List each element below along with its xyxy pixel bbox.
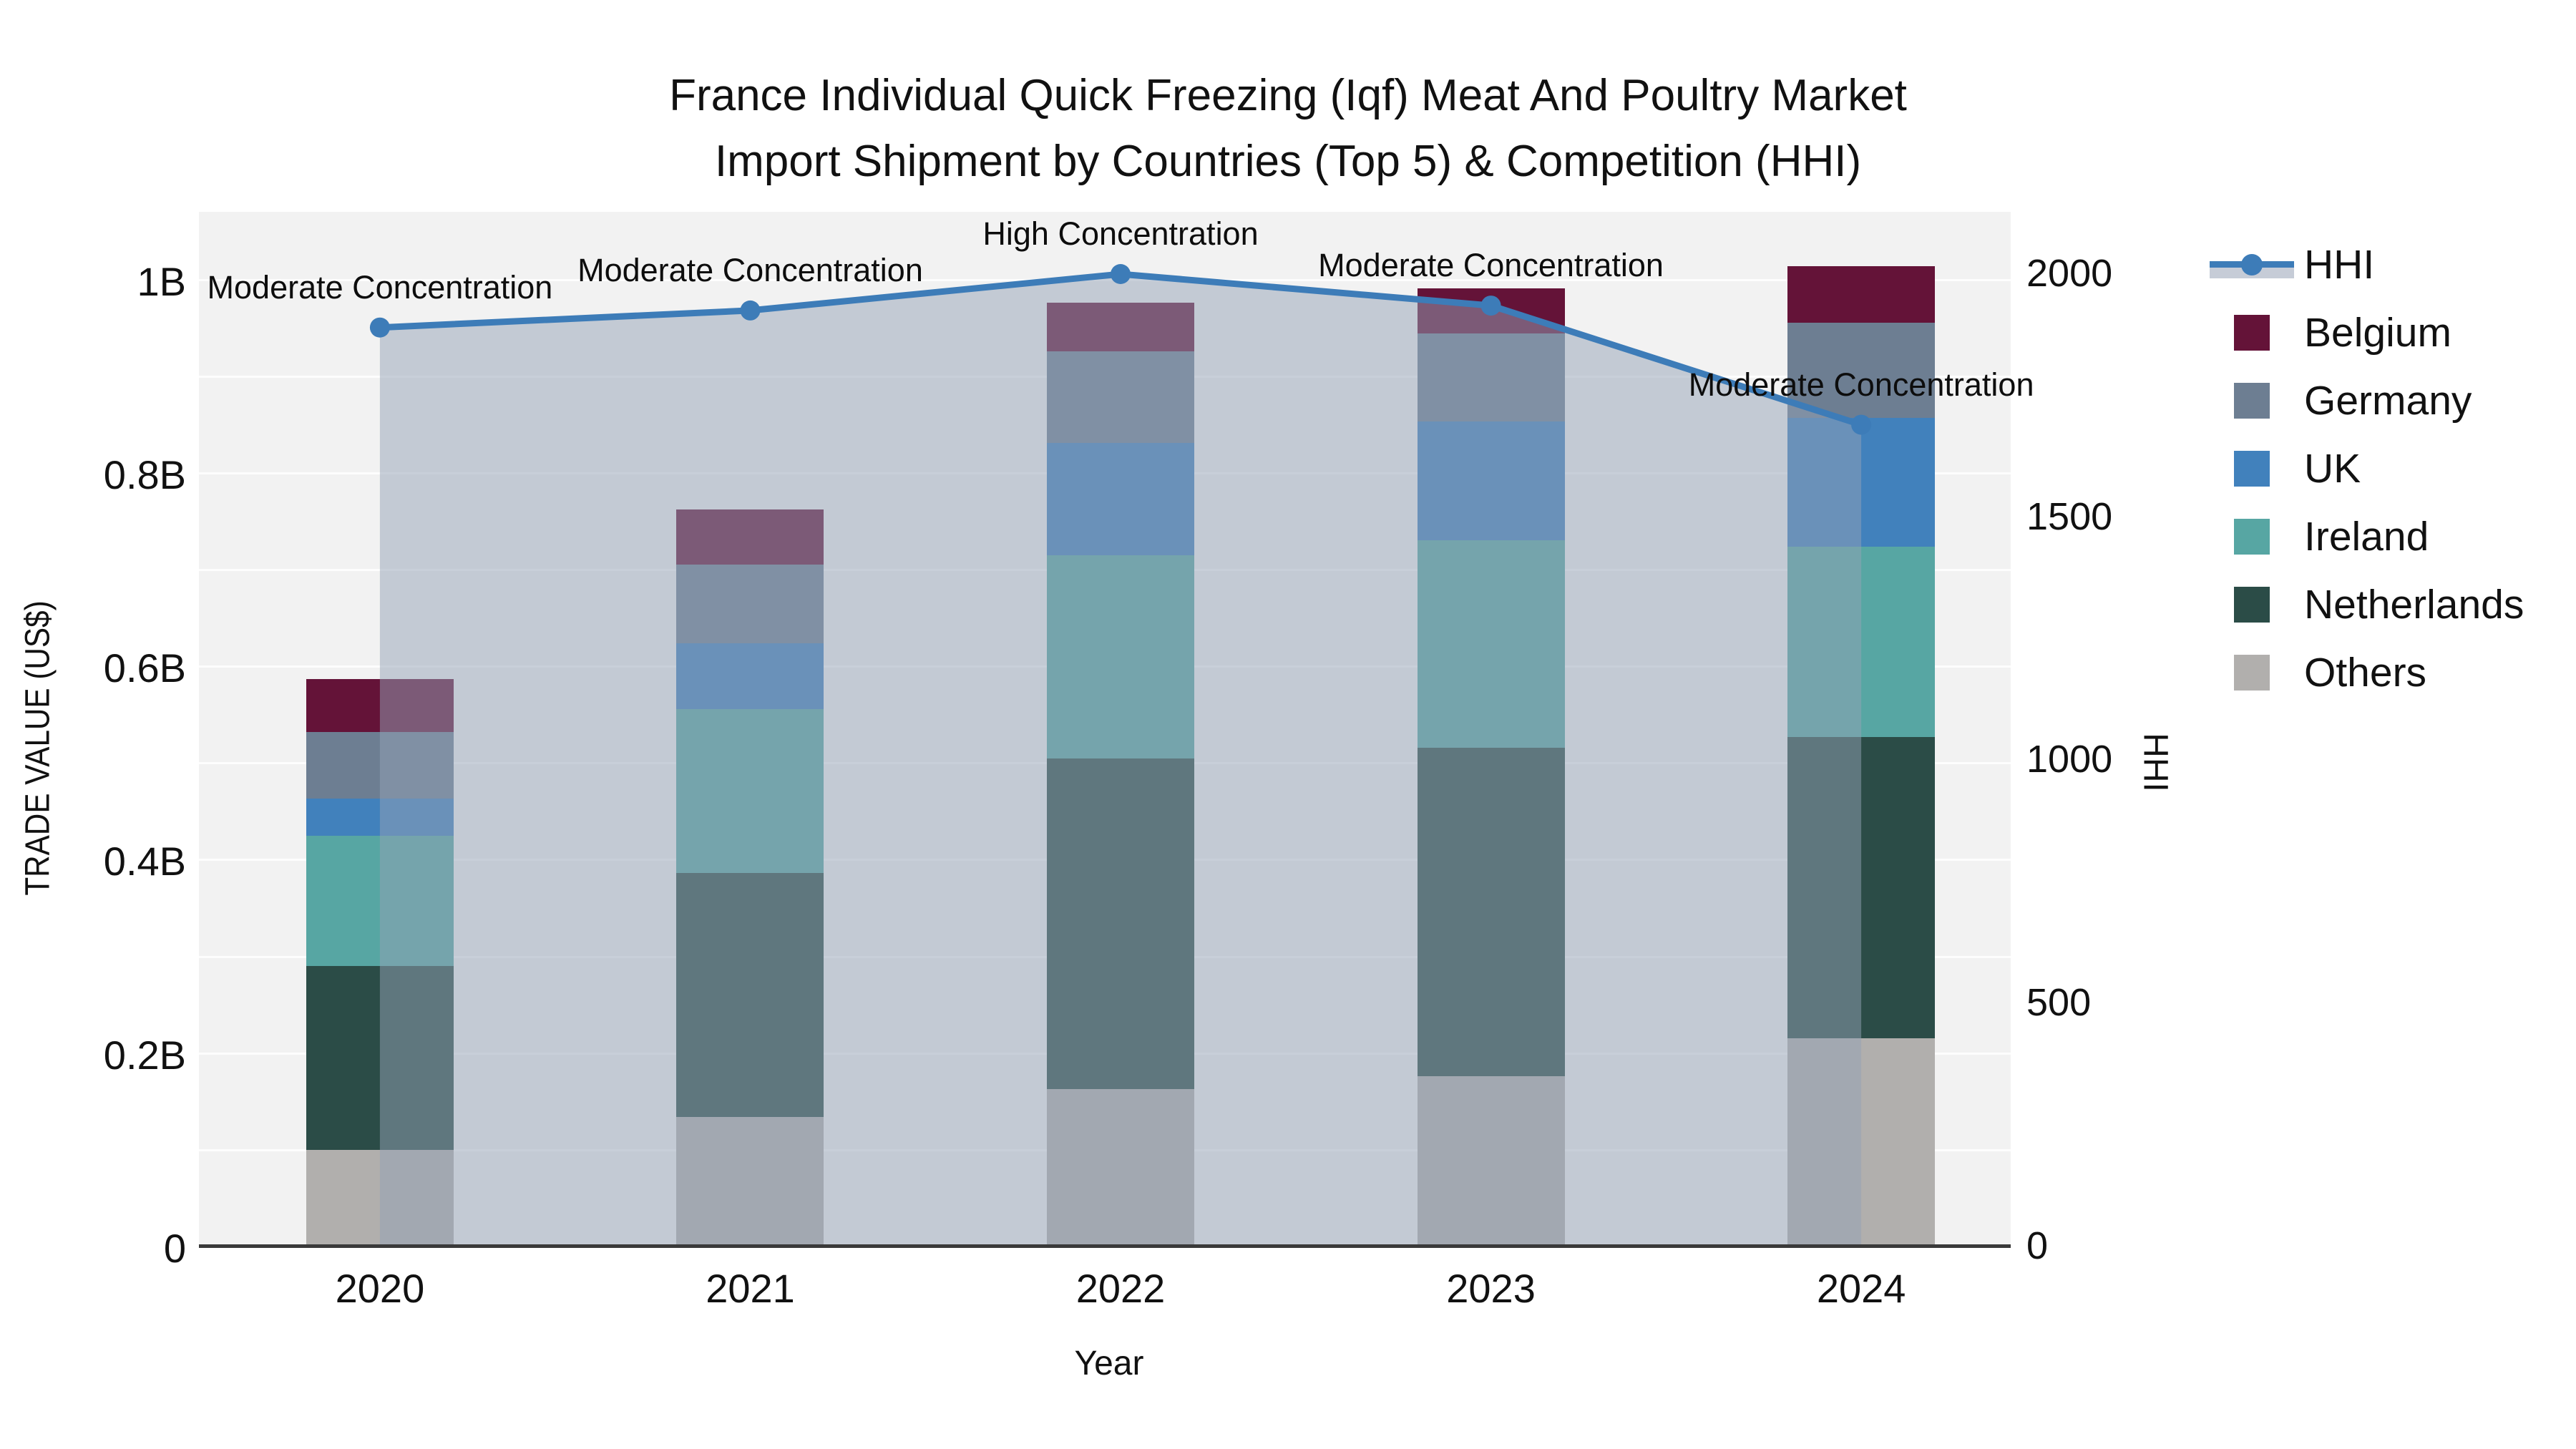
legend-swatch-uk [2234,450,2270,487]
y2-axis-label: HHI [2136,733,2175,792]
bar-segment-germany-2020 [306,732,454,799]
x-axis-line [199,1244,2011,1248]
hhi-annotation-2023: Moderate Concentration [1318,247,1664,284]
bar-segment-netherlands-2020 [306,966,454,1150]
y2-tick-1500: 1500 [2026,494,2113,538]
chart-title: France Individual Quick Freezing (Iqf) M… [0,63,2576,195]
bar-segment-uk-2023 [1417,421,1565,541]
legend-swatch-ireland [2234,518,2270,555]
hhi-marker-2020 [369,317,390,338]
y-tick-1B: 1B [137,258,187,304]
y2-tick-500: 500 [2026,981,2092,1025]
hhi-annotation-2024: Moderate Concentration [1688,366,2034,403]
bar-segment-netherlands-2022 [1047,758,1195,1089]
bar-segment-ireland-2023 [1417,540,1565,748]
x-tick-2023: 2023 [1446,1266,1536,1311]
bar-segment-others-2022 [1047,1088,1195,1246]
legend-label-belgium: Belgium [2304,309,2451,356]
y-tick-0.8B: 0.8B [103,452,186,497]
x-tick-2020: 2020 [335,1266,425,1311]
chart-title-line1: France Individual Quick Freezing (Iqf) M… [669,71,1907,120]
hhi-annotation-2022: High Concentration [982,215,1259,252]
x-tick-2021: 2021 [706,1266,795,1311]
bar-segment-uk-2021 [676,643,824,709]
plot-area: Moderate Concentration Moderate Concentra… [199,212,2034,1248]
y2-tick-0: 0 [2026,1224,2049,1267]
bar-segment-belgium-2020 [306,678,454,733]
bar-segment-germany-2021 [676,565,824,643]
x-axis-label: Year [1074,1345,1144,1382]
legend-label-germany: Germany [2304,377,2472,424]
bar-segment-netherlands-2024 [1787,736,1936,1039]
bar-segment-ireland-2020 [306,835,454,967]
legend-label-ireland: Ireland [2304,513,2429,560]
bar-segment-uk-2022 [1047,442,1195,555]
bar-segment-ireland-2022 [1047,555,1195,758]
x-tick-2022: 2022 [1075,1266,1166,1311]
bar-segment-netherlands-2021 [676,873,824,1117]
bar-segment-others-2021 [676,1116,824,1246]
y-tick-0.2B: 0.2B [103,1032,186,1078]
bar-segment-belgium-2022 [1047,303,1195,351]
y2-tick-2000: 2000 [2026,251,2113,295]
hhi-annotation-2021: Moderate Concentration [577,251,923,288]
legend-swatch-others [2234,654,2270,691]
legend-label-netherlands: Netherlands [2304,581,2524,628]
legend-label-uk: UK [2304,445,2361,492]
bar-segment-germany-2022 [1047,351,1195,443]
bar-segment-belgium-2023 [1417,288,1565,334]
bar-segment-others-2023 [1417,1076,1565,1246]
bar-segment-ireland-2021 [676,708,824,874]
hhi-marker-2021 [740,300,761,321]
bar-segment-others-2024 [1787,1038,1936,1246]
y2-tick-1000: 1000 [2026,738,2113,781]
bar-segment-belgium-2021 [676,509,824,565]
bar-segment-netherlands-2023 [1417,747,1565,1077]
bar-segment-others-2020 [306,1149,454,1246]
chart-title-line2: Import Shipment by Countries (Top 5) & C… [714,137,1862,186]
legend-swatch-germany [2234,382,2270,419]
y-axis-label: TRADE VALUE (US$) [19,600,57,896]
legend-swatch-netherlands [2234,586,2270,623]
hhi-line-icon [2210,247,2294,283]
bar-segment-uk-2020 [306,799,454,836]
legend-label-hhi: HHI [2304,241,2375,288]
hhi-annotation-2020: Moderate Concentration [207,268,553,306]
bar-segment-uk-2024 [1787,417,1936,547]
legend-swatch-belgium [2234,314,2270,351]
bar-segment-ireland-2024 [1787,546,1936,737]
hhi-marker-2022 [1111,264,1131,284]
legend-label-others: Others [2304,649,2427,696]
y-tick-0.6B: 0.6B [103,645,186,691]
y-tick-0: 0 [163,1226,186,1271]
x-tick-2024: 2024 [1816,1266,1906,1311]
y-tick-0.4B: 0.4B [103,839,186,884]
